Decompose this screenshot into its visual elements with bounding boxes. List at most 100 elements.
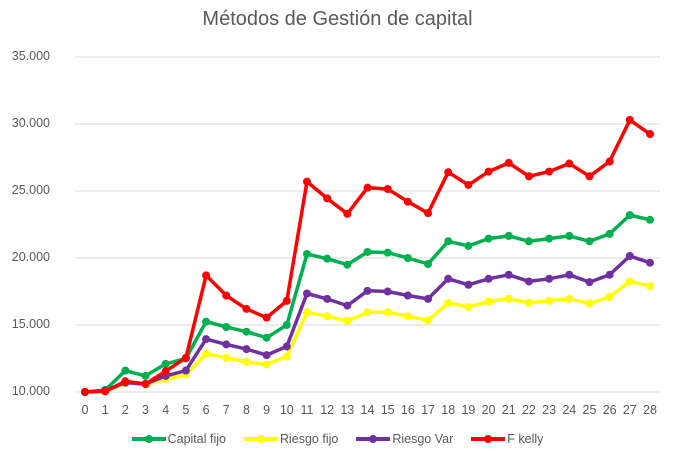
x-tick-label: 9: [263, 403, 271, 417]
data-point: [625, 277, 634, 286]
legend-label: Riesgo fijo: [279, 432, 339, 446]
data-point: [121, 366, 130, 375]
legend: Capital fijo Riesgo fijo Riesgo Var F kelly: [0, 432, 675, 446]
data-point: [363, 286, 372, 295]
data-point: [464, 302, 473, 311]
data-point: [524, 172, 533, 181]
data-point: [242, 357, 251, 366]
data-point: [464, 180, 473, 189]
data-point: [302, 308, 311, 317]
x-tick-label: 10: [279, 403, 294, 417]
data-point: [242, 345, 251, 354]
legend-marker-icon: [131, 433, 166, 445]
x-tick-label: 11: [300, 403, 314, 417]
legend-label: F kelly: [507, 432, 544, 446]
data-point: [161, 367, 170, 376]
data-point: [222, 291, 231, 300]
data-point: [363, 308, 372, 317]
x-tick-label: 2: [121, 403, 129, 417]
y-tick-label: 15.000: [11, 317, 50, 331]
data-point: [323, 312, 332, 321]
chart-title: Métodos de Gestión de capital: [202, 8, 473, 30]
data-point: [565, 159, 574, 168]
data-point: [202, 349, 211, 358]
data-point: [484, 297, 493, 306]
x-tick-label: 17: [421, 403, 435, 417]
data-point: [646, 258, 654, 267]
data-point: [242, 327, 251, 336]
data-point: [444, 237, 453, 246]
data-point: [302, 249, 311, 258]
data-point: [646, 282, 654, 291]
data-point: [141, 379, 150, 388]
data-point: [464, 280, 473, 289]
data-point: [202, 317, 211, 326]
data-point: [383, 184, 392, 193]
data-point: [524, 277, 533, 286]
y-tick-label: 25.000: [11, 183, 50, 197]
data-point: [202, 271, 211, 280]
x-tick-label: 4: [162, 403, 170, 417]
data-point: [222, 353, 231, 362]
data-point: [101, 387, 110, 396]
data-point: [424, 209, 433, 218]
data-point: [181, 366, 190, 375]
legend-item: Riesgo Var: [356, 432, 453, 446]
data-point: [605, 229, 614, 238]
data-point: [585, 237, 594, 246]
data-point: [403, 312, 412, 321]
data-point: [262, 351, 271, 360]
legend-item: Capital fijo: [131, 432, 226, 446]
data-point: [625, 211, 634, 220]
data-point: [202, 335, 211, 344]
legend-label: Riesgo Var: [392, 432, 454, 446]
x-tick-label: 26: [602, 403, 617, 417]
data-point: [363, 183, 372, 192]
data-point: [282, 296, 291, 305]
data-point: [545, 296, 554, 305]
data-point: [444, 168, 453, 177]
data-point: [383, 248, 392, 257]
data-point: [565, 231, 574, 240]
data-point: [504, 270, 513, 279]
legend-item: Riesgo fijo: [243, 432, 339, 446]
x-tick-label: 0: [81, 403, 89, 417]
data-point: [222, 323, 231, 332]
x-tick-label: 7: [222, 403, 230, 417]
data-point: [424, 294, 433, 303]
data-point: [403, 254, 412, 262]
data-point: [444, 274, 453, 283]
x-tick-label: 12: [320, 403, 335, 417]
data-point: [545, 234, 554, 243]
data-point: [343, 316, 352, 325]
x-tick-label: 24: [562, 403, 577, 417]
data-point: [282, 342, 291, 351]
data-point: [343, 301, 352, 310]
legend-marker-icon: [243, 433, 278, 445]
y-tick-label: 10.000: [11, 384, 50, 398]
data-point: [424, 260, 433, 269]
data-point: [302, 177, 311, 186]
x-tick-label: 8: [242, 403, 250, 417]
data-point: [605, 270, 614, 279]
y-tick-label: 20.000: [11, 250, 50, 264]
data-point: [161, 359, 170, 368]
data-point: [484, 274, 493, 283]
data-point: [323, 194, 332, 203]
data-point: [424, 316, 433, 325]
data-point: [585, 299, 594, 308]
x-tick-label: 14: [360, 403, 375, 417]
data-point: [545, 167, 554, 176]
data-point: [403, 197, 412, 206]
x-tick-label: 28: [643, 403, 657, 417]
data-point: [605, 157, 614, 166]
data-point: [323, 254, 332, 263]
data-point: [585, 278, 594, 287]
data-point: [383, 287, 392, 296]
data-point: [242, 304, 251, 313]
x-tick-label: 13: [340, 403, 355, 417]
data-point: [343, 209, 352, 218]
x-tick-label: 21: [501, 403, 516, 417]
legend-item: F kelly: [471, 432, 543, 446]
